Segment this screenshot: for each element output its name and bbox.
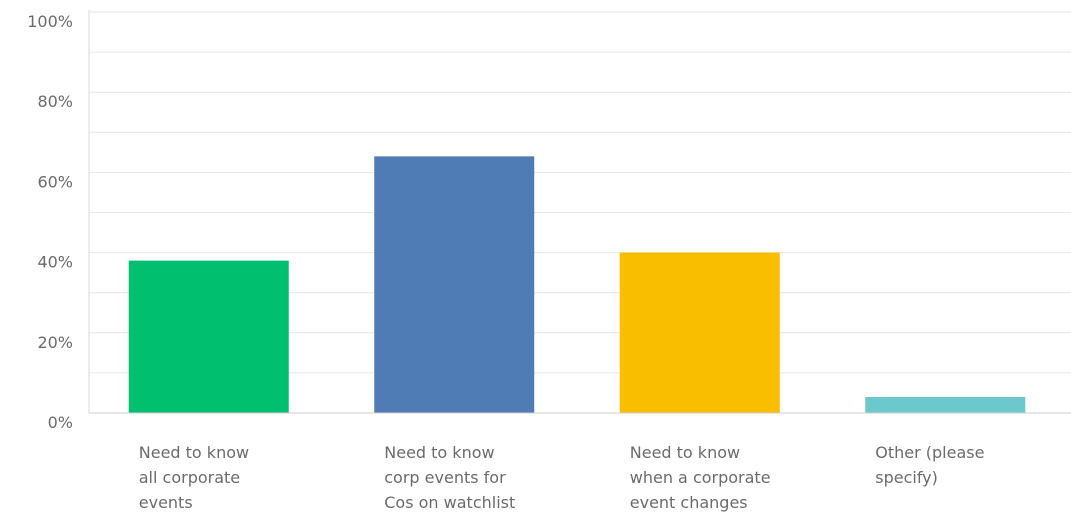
bar (619, 252, 780, 413)
x-category-label: Need to know all corporate events (139, 443, 249, 512)
x-category-label-line: Need to know (630, 443, 740, 462)
bar (865, 396, 1026, 413)
bar (128, 260, 289, 413)
y-tick-label: 40% (37, 253, 73, 272)
x-category-label: Need to know when a corporate event change… (630, 443, 771, 512)
x-category-label: Need to know corp events for Cos on watchl… (384, 443, 515, 512)
x-category-label-line: all corporate (139, 468, 240, 487)
x-category-label-line: Cos on watchlist (384, 493, 515, 512)
y-tick-label: 100% (27, 12, 73, 31)
x-category-label-line: Other (please (875, 443, 984, 462)
bars (128, 156, 1026, 414)
x-category-label-line: event changes (630, 493, 748, 512)
y-tick-label: 0% (48, 413, 73, 432)
y-axis-ticks: 0% 20% 40% 60% 80% 100% (27, 12, 73, 432)
y-tick-label: 80% (37, 92, 73, 111)
x-category-label-line: corp events for (384, 468, 506, 487)
x-category-label-line: events (139, 493, 193, 512)
y-tick-label: 60% (37, 172, 73, 191)
x-category-label-line: when a corporate (630, 468, 771, 487)
x-category-label-line: Need to know (139, 443, 249, 462)
x-category-label-line: Need to know (384, 443, 494, 462)
x-category-label: Other (please specify) (875, 443, 984, 487)
x-category-label-line: specify) (875, 468, 938, 487)
y-tick-label: 20% (37, 333, 73, 352)
bar (374, 156, 535, 414)
